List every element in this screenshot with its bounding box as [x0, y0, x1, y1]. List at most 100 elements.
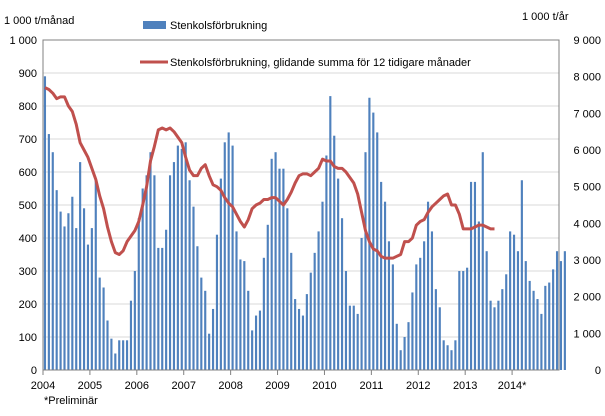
bar: [415, 264, 418, 370]
y-right-tick-label: 2 000: [573, 292, 601, 304]
bar: [337, 178, 340, 370]
bar: [380, 181, 383, 370]
y-left-tick-label: 0: [31, 365, 37, 377]
bar: [63, 226, 66, 370]
bar: [423, 241, 426, 370]
bar: [391, 264, 394, 370]
bar: [340, 218, 344, 370]
bar: [552, 269, 555, 370]
bar: [512, 234, 516, 370]
bar: [301, 315, 305, 370]
y-right-tick-label: 4 000: [573, 218, 601, 230]
bar: [477, 221, 480, 370]
bar: [79, 162, 82, 370]
bar: [333, 135, 336, 370]
bar: [219, 178, 222, 370]
x-tick-label: 2006: [125, 380, 149, 392]
bar: [469, 181, 473, 370]
y-left-tick-label: 1 000: [9, 35, 37, 47]
y-right-tick-label: 5 000: [573, 182, 601, 194]
y-right-tick-label: 7 000: [573, 108, 601, 120]
bar: [450, 350, 453, 370]
bar: [168, 175, 172, 370]
plot-frame: [42, 39, 560, 371]
bar: [426, 201, 430, 370]
x-tick-label: 2009: [265, 380, 289, 392]
bar: [438, 307, 441, 370]
bar: [192, 206, 195, 370]
bar: [563, 251, 566, 370]
bar: [114, 353, 117, 370]
bar: [122, 340, 125, 370]
bar: [548, 282, 551, 370]
bar: [274, 152, 277, 370]
bar: [243, 261, 246, 370]
bar: [544, 285, 547, 370]
bar: [540, 313, 543, 370]
bar: [442, 340, 445, 370]
legend-line-label: Stenkolsförbrukning, glidande summa för …: [170, 57, 471, 69]
bar: [165, 229, 168, 370]
bar: [520, 180, 523, 370]
x-tick-label: 2012: [406, 380, 430, 392]
bar: [325, 155, 328, 370]
bar: [305, 294, 308, 370]
y-right-tick-label: 3 000: [573, 255, 601, 267]
bar: [258, 310, 262, 370]
bar: [516, 251, 520, 370]
y-left-tick-label: 500: [19, 200, 37, 212]
bar: [43, 76, 47, 371]
bar: [403, 337, 406, 370]
y-left-tick-labels: 0 100 200 300 400 500 600 700 800 900 1 000: [9, 35, 37, 377]
bar: [149, 152, 152, 370]
bar: [497, 300, 500, 370]
y-left-tick-label: 900: [19, 68, 37, 80]
bar: [489, 300, 492, 370]
legend-bar-swatch: [143, 21, 166, 29]
bar: [141, 188, 144, 370]
bar: [211, 308, 215, 370]
bar: [313, 252, 316, 370]
bar: [485, 251, 488, 370]
bar: [247, 290, 250, 370]
bar: [180, 148, 183, 370]
bar: [309, 272, 312, 370]
bar: [184, 142, 187, 370]
bar: [102, 287, 105, 370]
y-right-tick-labels: 0 1 000 2 000 3 000 4 000 5 000 6 000 7 000 8 00…: [573, 35, 601, 377]
bar: [294, 299, 297, 370]
bar: [270, 158, 273, 370]
bar: [395, 323, 398, 370]
y-left-tick-label: 200: [19, 299, 37, 311]
bar: [145, 175, 148, 370]
legend-bar-label: Stenkolsförbrukning: [170, 20, 267, 32]
bar: [223, 142, 226, 370]
bar: [196, 246, 199, 370]
bar: [407, 322, 410, 370]
x-tick-label: 2005: [78, 380, 102, 392]
line-series-path: [44, 86, 495, 260]
y-right-unit-label: 1 000 t/år: [522, 11, 569, 23]
y-left-tick-label: 600: [19, 167, 37, 179]
bar: [348, 305, 351, 370]
x-tick-label: 2010: [312, 380, 336, 392]
bar: [372, 112, 375, 370]
y-right-tick-label: 9 000: [573, 35, 601, 47]
bar: [360, 238, 363, 370]
bar: [98, 277, 101, 370]
bar: [286, 208, 289, 370]
bar: [481, 152, 484, 370]
bar: [344, 271, 348, 370]
x-tick-label: 2014*: [498, 380, 527, 392]
bar: [75, 228, 78, 370]
bar: [352, 305, 355, 370]
bar: [137, 218, 140, 370]
bar: [501, 289, 504, 370]
y-left-tick-label: 800: [19, 101, 37, 113]
bar: [129, 300, 133, 370]
bar: [204, 290, 207, 370]
bar: [493, 307, 496, 370]
bar: [524, 261, 527, 370]
bar: [321, 201, 324, 370]
bar: [454, 340, 457, 370]
